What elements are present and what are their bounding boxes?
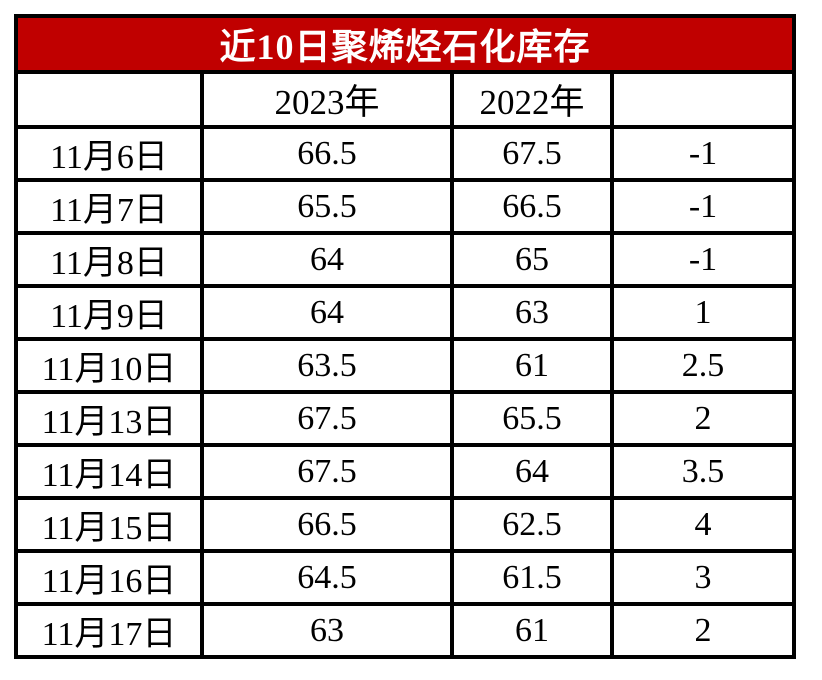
diff-cell: 4 xyxy=(610,496,796,553)
date-cell: 11月13日 xyxy=(14,390,204,447)
value-2022-cell: 62.5 xyxy=(450,496,614,553)
value-2022-cell: 61 xyxy=(450,337,614,394)
date-cell: 11月14日 xyxy=(14,443,204,500)
diff-cell: 2 xyxy=(610,390,796,447)
value-2022-cell: 65 xyxy=(450,231,614,288)
value-2023-cell: 64.5 xyxy=(200,549,454,606)
value-2023-cell: 64 xyxy=(200,284,454,341)
diff-cell: 2.5 xyxy=(610,337,796,394)
table-row: 11月14日 67.5 64 3.5 xyxy=(14,443,796,500)
header-date-blank xyxy=(14,70,204,129)
diff-cell: 1 xyxy=(610,284,796,341)
diff-cell: 2 xyxy=(610,602,796,659)
value-2022-cell: 64 xyxy=(450,443,614,500)
header-row: 2023年 2022年 xyxy=(14,70,796,129)
table-row: 11月15日 66.5 62.5 4 xyxy=(14,496,796,553)
value-2022-cell: 63 xyxy=(450,284,614,341)
value-2023-cell: 64 xyxy=(200,231,454,288)
date-cell: 11月10日 xyxy=(14,337,204,394)
table-row: 11月8日 64 65 -1 xyxy=(14,231,796,288)
table-row: 11月10日 63.5 61 2.5 xyxy=(14,337,796,394)
spreadsheet-area: 近10日聚烯烃石化库存 2023年 2022年 11月6日 66.5 67.5 … xyxy=(14,14,796,659)
value-2023-cell: 66.5 xyxy=(200,496,454,553)
value-2023-cell: 63 xyxy=(200,602,454,659)
diff-cell: -1 xyxy=(610,125,796,182)
date-cell: 11月17日 xyxy=(14,602,204,659)
header-2022: 2022年 xyxy=(450,70,614,129)
value-2022-cell: 61.5 xyxy=(450,549,614,606)
diff-cell: -1 xyxy=(610,178,796,235)
table-row: 11月16日 64.5 61.5 3 xyxy=(14,549,796,606)
table-row: 11月17日 63 61 2 xyxy=(14,602,796,659)
table-body: 近10日聚烯烃石化库存 2023年 2022年 11月6日 66.5 67.5 … xyxy=(14,14,796,659)
header-2023: 2023年 xyxy=(200,70,454,129)
table-row: 11月13日 67.5 65.5 2 xyxy=(14,390,796,447)
diff-cell: -1 xyxy=(610,231,796,288)
date-cell: 11月16日 xyxy=(14,549,204,606)
table-row: 11月7日 65.5 66.5 -1 xyxy=(14,178,796,235)
table-row: 11月6日 66.5 67.5 -1 xyxy=(14,125,796,182)
table-title: 近10日聚烯烃石化库存 xyxy=(14,14,796,74)
date-cell: 11月8日 xyxy=(14,231,204,288)
value-2023-cell: 67.5 xyxy=(200,390,454,447)
header-diff-blank xyxy=(610,70,796,129)
value-2023-cell: 67.5 xyxy=(200,443,454,500)
value-2023-cell: 66.5 xyxy=(200,125,454,182)
diff-cell: 3.5 xyxy=(610,443,796,500)
value-2023-cell: 65.5 xyxy=(200,178,454,235)
value-2023-cell: 63.5 xyxy=(200,337,454,394)
date-cell: 11月15日 xyxy=(14,496,204,553)
date-cell: 11月7日 xyxy=(14,178,204,235)
value-2022-cell: 65.5 xyxy=(450,390,614,447)
title-row: 近10日聚烯烃石化库存 xyxy=(14,14,796,74)
table-row: 11月9日 64 63 1 xyxy=(14,284,796,341)
date-cell: 11月9日 xyxy=(14,284,204,341)
value-2022-cell: 66.5 xyxy=(450,178,614,235)
value-2022-cell: 61 xyxy=(450,602,614,659)
inventory-table: 近10日聚烯烃石化库存 2023年 2022年 11月6日 66.5 67.5 … xyxy=(14,14,796,659)
date-cell: 11月6日 xyxy=(14,125,204,182)
diff-cell: 3 xyxy=(610,549,796,606)
value-2022-cell: 67.5 xyxy=(450,125,614,182)
